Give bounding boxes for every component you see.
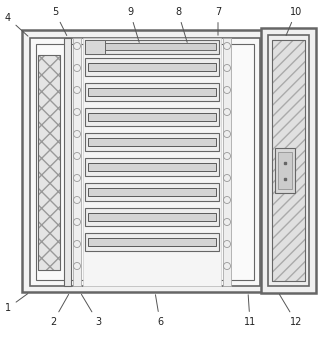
Bar xyxy=(85,183,219,201)
Text: 5: 5 xyxy=(52,7,67,36)
Text: 10: 10 xyxy=(286,7,302,35)
Bar xyxy=(88,163,216,171)
Bar xyxy=(85,40,219,54)
Bar xyxy=(73,38,81,286)
Bar xyxy=(278,152,292,189)
Bar xyxy=(83,38,221,286)
Bar xyxy=(85,58,219,76)
Bar xyxy=(85,83,219,101)
Text: 7: 7 xyxy=(215,7,221,35)
Bar xyxy=(85,158,219,176)
Text: 1: 1 xyxy=(5,294,28,313)
Bar xyxy=(85,208,219,226)
Bar xyxy=(275,148,295,193)
Text: 9: 9 xyxy=(127,7,139,42)
Bar xyxy=(85,108,219,126)
Text: 6: 6 xyxy=(156,295,163,327)
Bar xyxy=(30,38,260,286)
Bar xyxy=(88,238,216,246)
Bar xyxy=(268,35,309,286)
Bar xyxy=(272,40,305,281)
Bar xyxy=(85,40,105,54)
Bar xyxy=(88,138,216,146)
Bar xyxy=(38,55,60,270)
Bar xyxy=(85,233,219,251)
Bar xyxy=(88,63,216,71)
Text: 2: 2 xyxy=(50,294,69,327)
Text: 3: 3 xyxy=(81,294,101,327)
Text: 8: 8 xyxy=(175,7,187,42)
Bar xyxy=(88,113,216,121)
Bar xyxy=(223,38,231,286)
Bar xyxy=(88,213,216,221)
Bar xyxy=(88,43,216,50)
Bar xyxy=(85,133,219,151)
Bar xyxy=(88,188,216,196)
Bar xyxy=(64,38,71,286)
Text: 12: 12 xyxy=(280,294,302,327)
Text: 11: 11 xyxy=(244,295,256,327)
Text: 4: 4 xyxy=(5,13,28,36)
Bar xyxy=(272,40,305,281)
Bar xyxy=(38,55,60,270)
Bar xyxy=(88,88,216,96)
Bar xyxy=(36,44,254,280)
Bar xyxy=(22,30,268,292)
Bar xyxy=(261,28,316,293)
